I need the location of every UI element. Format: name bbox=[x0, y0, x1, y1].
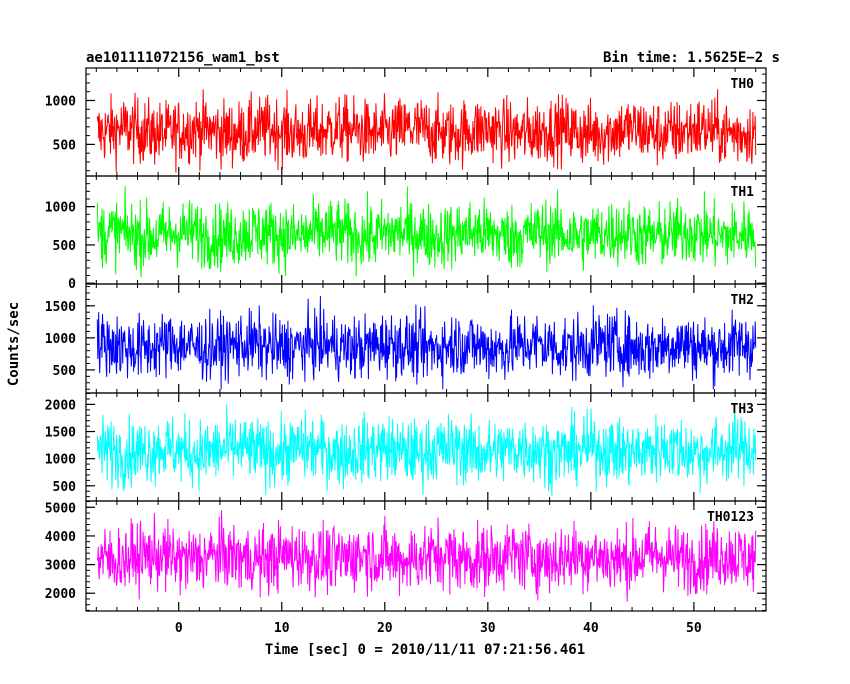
y-tick-label: 2000 bbox=[45, 587, 76, 602]
y-tick-label: 2000 bbox=[45, 398, 76, 413]
y-tick-label: 5000 bbox=[45, 501, 76, 516]
y-tick-label: 1000 bbox=[45, 94, 76, 109]
x-tick-label: 0 bbox=[175, 621, 183, 636]
x-tick-label: 10 bbox=[274, 621, 290, 636]
panel-label-th0: TH0 bbox=[731, 77, 755, 92]
panel-frame bbox=[85, 175, 767, 285]
y-tick-label: 500 bbox=[53, 364, 77, 379]
panel-th2: 500 1000 1500 TH2 bbox=[45, 283, 767, 394]
series-trace-th3 bbox=[96, 404, 757, 497]
x-tick-label: 40 bbox=[583, 621, 599, 636]
y-tick-label: 500 bbox=[53, 480, 77, 495]
plot-title: ae101111072156_wam1_bst bbox=[86, 50, 280, 66]
panel-th3: 500 1000 1500 2000 TH3 bbox=[45, 392, 767, 502]
panel-label-th3: TH3 bbox=[731, 402, 754, 417]
y-tick-label: 1000 bbox=[45, 201, 76, 216]
panel-th1: 0 500 1000 TH1 bbox=[45, 175, 767, 292]
series-trace-th0 bbox=[96, 89, 757, 173]
y-tick-label: 0 bbox=[68, 277, 76, 292]
panels-group: 500 1000 TH0 0 500 1000 TH1 500 1000 1500 TH2 500 10… bbox=[45, 67, 767, 612]
y-tick-label: 4000 bbox=[45, 530, 76, 545]
panel-label-th1: TH1 bbox=[731, 185, 755, 200]
bin-time-label: Bin time: 1.5625E−2 s bbox=[603, 50, 780, 66]
panel-label-th2: TH2 bbox=[731, 293, 754, 308]
y-tick-label: 1500 bbox=[45, 426, 76, 441]
series-trace-th0123 bbox=[96, 510, 757, 602]
series-trace-th2 bbox=[96, 295, 757, 390]
y-tick-label: 1500 bbox=[45, 300, 76, 315]
panel-label-th0123: TH0123 bbox=[707, 510, 754, 525]
y-tick-label: 500 bbox=[53, 239, 77, 254]
y-axis-label: Counts/sec bbox=[6, 302, 22, 386]
panel-th0: 500 1000 TH0 bbox=[45, 67, 767, 177]
y-tick-label: 1000 bbox=[45, 332, 76, 347]
panel-th0123: 2000 3000 4000 5000 TH0123 bbox=[45, 500, 767, 612]
x-axis-label: Time [sec] 0 = 2010/11/11 07:21:56.461 bbox=[265, 642, 585, 658]
x-axis: 0 10 20 30 40 50 bbox=[175, 621, 702, 636]
y-tick-label: 500 bbox=[53, 138, 77, 153]
x-tick-label: 30 bbox=[480, 621, 496, 636]
x-tick-label: 20 bbox=[377, 621, 393, 636]
x-tick-label: 50 bbox=[686, 621, 702, 636]
y-tick-label: 1000 bbox=[45, 453, 76, 468]
series-trace-th1 bbox=[96, 185, 757, 278]
y-tick-label: 3000 bbox=[45, 559, 76, 574]
